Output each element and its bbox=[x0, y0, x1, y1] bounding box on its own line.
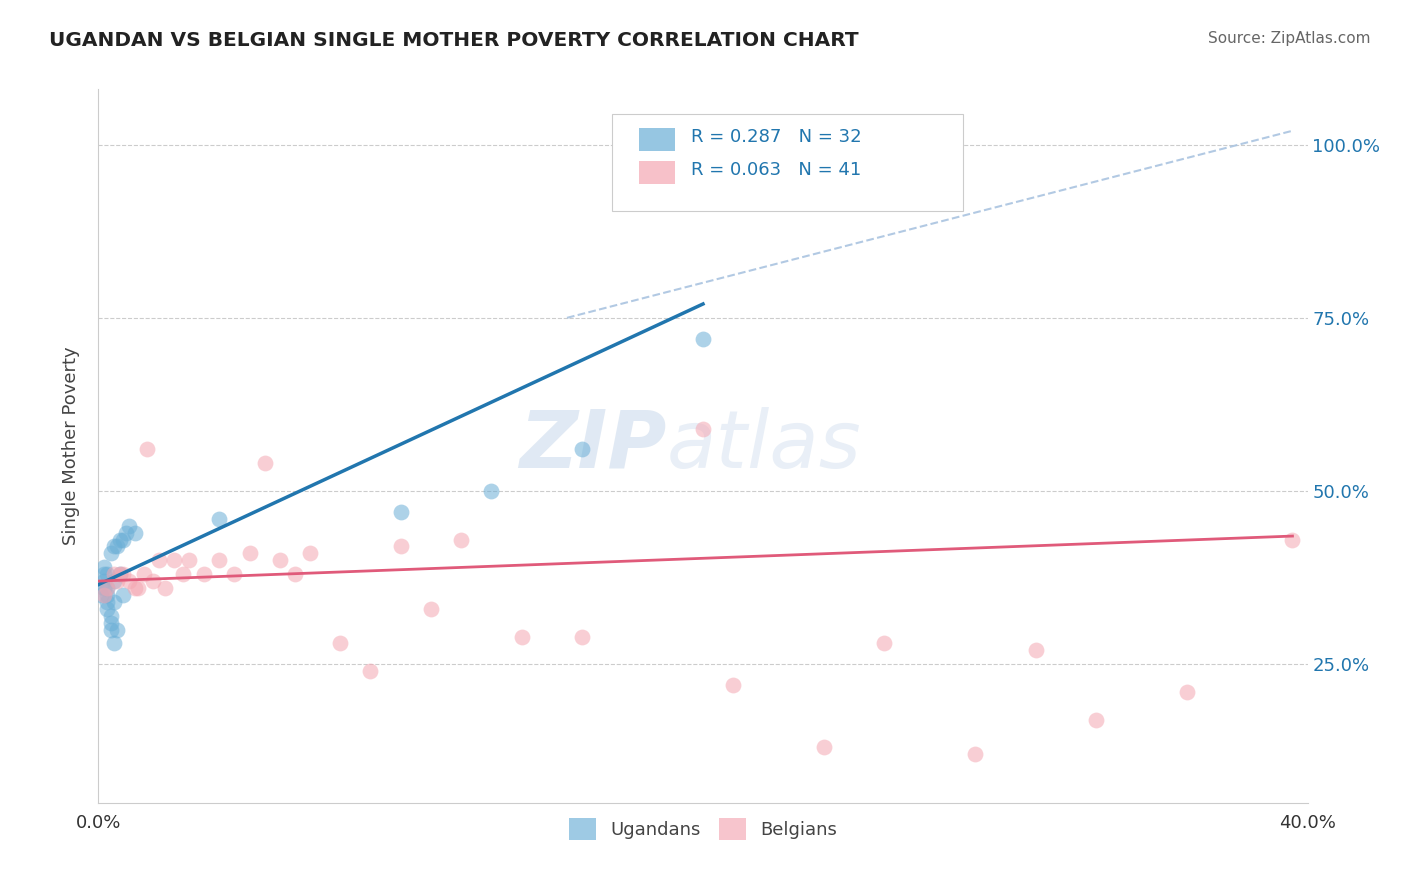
Point bbox=[153, 581, 176, 595]
Point bbox=[163, 553, 186, 567]
Point bbox=[108, 567, 131, 582]
Point bbox=[1024, 643, 1046, 657]
Point bbox=[96, 588, 118, 602]
Point bbox=[103, 636, 125, 650]
Point bbox=[103, 540, 125, 554]
Point bbox=[93, 567, 115, 582]
FancyBboxPatch shape bbox=[638, 128, 675, 152]
Text: R = 0.287   N = 32: R = 0.287 N = 32 bbox=[690, 128, 862, 146]
Point bbox=[96, 602, 118, 616]
Point bbox=[269, 553, 291, 567]
Point bbox=[481, 483, 503, 498]
Point bbox=[179, 553, 201, 567]
Point bbox=[103, 567, 125, 582]
Point bbox=[111, 567, 134, 582]
Legend: Ugandans, Belgians: Ugandans, Belgians bbox=[561, 811, 845, 847]
FancyBboxPatch shape bbox=[638, 161, 675, 184]
Point bbox=[108, 567, 131, 582]
Point bbox=[1281, 533, 1303, 547]
Point bbox=[389, 505, 412, 519]
Point bbox=[105, 540, 128, 554]
Point bbox=[105, 623, 128, 637]
Point bbox=[1085, 713, 1108, 727]
Point bbox=[93, 588, 115, 602]
Point bbox=[111, 533, 134, 547]
Point bbox=[299, 546, 322, 560]
Point bbox=[93, 574, 115, 588]
Point bbox=[873, 636, 896, 650]
Text: UGANDAN VS BELGIAN SINGLE MOTHER POVERTY CORRELATION CHART: UGANDAN VS BELGIAN SINGLE MOTHER POVERTY… bbox=[49, 31, 859, 50]
Point bbox=[127, 581, 149, 595]
Point bbox=[239, 546, 262, 560]
Text: R = 0.063   N = 41: R = 0.063 N = 41 bbox=[690, 161, 860, 178]
Point bbox=[124, 525, 146, 540]
Point bbox=[253, 456, 276, 470]
Point bbox=[208, 512, 231, 526]
Point bbox=[108, 533, 131, 547]
Point bbox=[224, 567, 246, 582]
Y-axis label: Single Mother Poverty: Single Mother Poverty bbox=[62, 347, 80, 545]
Point bbox=[1175, 685, 1198, 699]
Text: Source: ZipAtlas.com: Source: ZipAtlas.com bbox=[1208, 31, 1371, 46]
Point bbox=[813, 740, 835, 755]
Point bbox=[96, 567, 118, 582]
Point bbox=[420, 602, 443, 616]
Point bbox=[692, 422, 714, 436]
Point bbox=[100, 608, 122, 623]
Point bbox=[100, 615, 122, 630]
Point bbox=[93, 560, 115, 574]
Point bbox=[510, 630, 533, 644]
Point bbox=[103, 595, 125, 609]
Point bbox=[96, 595, 118, 609]
Point bbox=[105, 574, 128, 588]
Point bbox=[111, 588, 134, 602]
Point bbox=[571, 630, 593, 644]
Point bbox=[172, 567, 194, 582]
Point bbox=[450, 533, 472, 547]
Point bbox=[193, 567, 215, 582]
Point bbox=[100, 623, 122, 637]
Point bbox=[118, 518, 141, 533]
Point bbox=[571, 442, 593, 457]
Point bbox=[93, 581, 115, 595]
Point bbox=[114, 525, 136, 540]
Point bbox=[965, 747, 987, 762]
Text: atlas: atlas bbox=[666, 407, 862, 485]
Point bbox=[103, 574, 125, 588]
Point bbox=[90, 588, 112, 602]
Point bbox=[360, 664, 382, 678]
Point bbox=[118, 574, 141, 588]
Point bbox=[329, 636, 352, 650]
Point bbox=[124, 581, 146, 595]
Point bbox=[132, 567, 155, 582]
Point bbox=[284, 567, 307, 582]
Point bbox=[100, 546, 122, 560]
Point bbox=[96, 581, 118, 595]
Point bbox=[723, 678, 745, 692]
Point bbox=[135, 442, 157, 457]
Point bbox=[692, 332, 714, 346]
Text: ZIP: ZIP bbox=[519, 407, 666, 485]
FancyBboxPatch shape bbox=[613, 114, 963, 211]
Point bbox=[389, 540, 412, 554]
Point bbox=[142, 574, 165, 588]
Point bbox=[96, 581, 118, 595]
Point bbox=[148, 553, 170, 567]
Point bbox=[208, 553, 231, 567]
